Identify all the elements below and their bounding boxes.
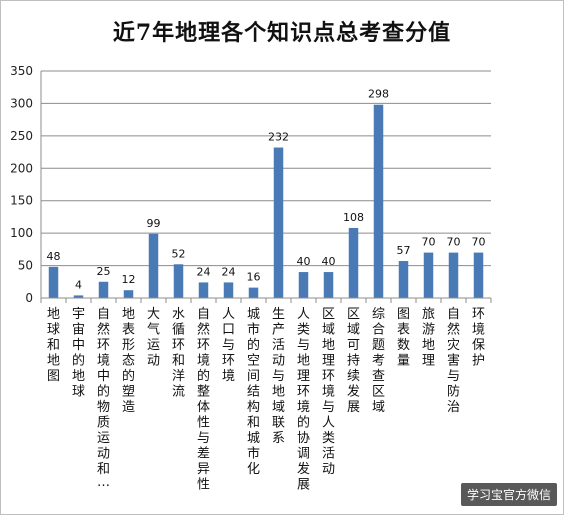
bar (123, 290, 134, 298)
x-category-label: 自然环境中的物质运动和… (97, 307, 110, 490)
x-category-label: 人口与环境 (222, 307, 235, 384)
data-label: 25 (97, 265, 111, 278)
bar (248, 287, 259, 298)
bar (423, 252, 434, 298)
y-tick-label: 0 (25, 291, 33, 305)
data-label: 24 (222, 265, 236, 278)
y-tick-label: 250 (10, 129, 33, 143)
y-tick-label: 200 (10, 161, 33, 175)
x-category-label: 水循环和洋流 (172, 307, 185, 400)
y-tick-label: 150 (10, 194, 33, 208)
bar (298, 272, 309, 298)
data-label: 40 (322, 255, 336, 268)
x-category-label: 地球和地图 (47, 307, 60, 384)
y-tick-label: 300 (10, 96, 33, 110)
y-tick-label: 100 (10, 226, 33, 240)
data-label: 4 (75, 278, 82, 291)
bar (223, 282, 234, 298)
data-label: 70 (472, 236, 486, 249)
x-category-label: 综合题考查区域 (372, 307, 385, 415)
chart-title: 近7年地理各个知识点总考查分值 (112, 20, 452, 46)
x-category-label: 自然环境的整体性与差异性 (197, 307, 210, 493)
data-label: 24 (197, 265, 211, 278)
data-label: 232 (268, 131, 289, 144)
x-category-label: 宇宙中的地球 (72, 307, 85, 400)
data-label: 40 (297, 255, 311, 268)
x-category-label: 城市的空间结构和城市化 (247, 307, 260, 477)
y-tick-label: 50 (18, 259, 33, 273)
data-label: 52 (172, 247, 186, 260)
bar (448, 252, 459, 298)
data-label: 70 (447, 236, 461, 249)
x-category-label: 生产活动与地域联系 (272, 307, 285, 446)
bar (398, 261, 409, 298)
x-category-label: 图表数量 (397, 307, 410, 369)
data-label: 70 (422, 236, 436, 249)
bar (348, 227, 359, 298)
data-label: 12 (122, 273, 136, 286)
data-label: 108 (343, 211, 364, 224)
x-category-label: 环境保护 (472, 307, 485, 369)
bar (73, 295, 84, 298)
x-category-label: 旅游地理 (422, 307, 435, 369)
bar (373, 104, 384, 299)
data-label: 16 (247, 271, 261, 284)
x-category-label: 区域地理环境与人类活动 (322, 307, 335, 477)
watermark-badge: 学习宝官方微信 (460, 483, 557, 506)
bar (473, 252, 484, 298)
bar (48, 266, 59, 298)
bar (198, 282, 209, 298)
bar (148, 233, 159, 298)
bar (98, 281, 109, 298)
x-category-label: 自然灾害与防治 (447, 307, 460, 415)
data-label: 57 (397, 244, 411, 257)
bar (323, 272, 334, 298)
x-category-label: 人类与地理环境的协调发展 (297, 307, 310, 493)
data-label: 48 (47, 250, 61, 263)
data-label: 99 (147, 217, 161, 230)
data-label: 298 (368, 88, 389, 101)
y-tick-label: 350 (10, 64, 33, 78)
x-category-label: 区域可持续发展 (347, 307, 360, 415)
x-category-label: 地表形态的塑造 (122, 307, 135, 415)
x-category-label: 大气运动 (147, 307, 160, 369)
bar (273, 147, 284, 298)
bar (173, 264, 184, 298)
